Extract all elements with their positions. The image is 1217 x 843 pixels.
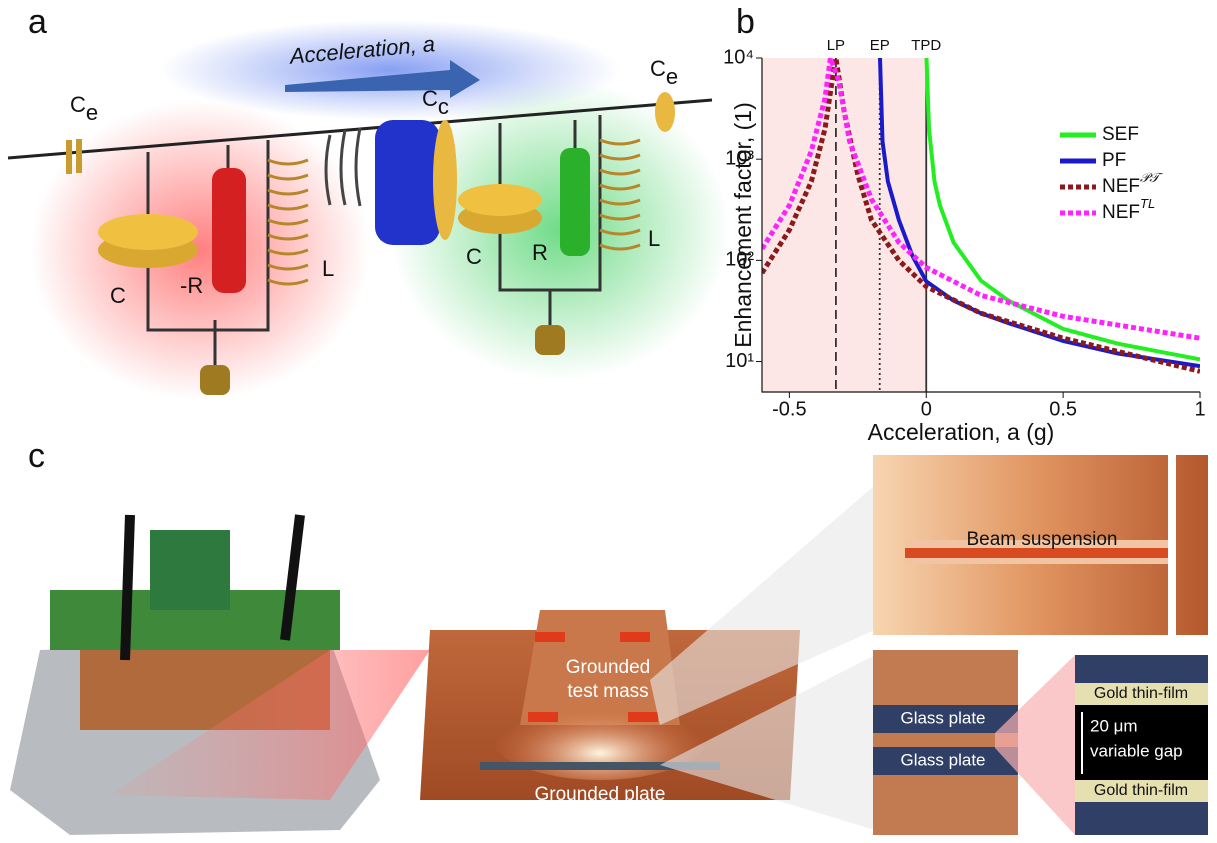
beam (628, 712, 658, 722)
device-label: Grounded plate (535, 784, 666, 805)
legend-name: NEF (1102, 202, 1140, 223)
capacitor-label: Ce (70, 92, 98, 125)
beam (528, 712, 558, 722)
y-tick-label: 10⁴ (723, 46, 754, 68)
component-label: C (466, 244, 482, 269)
inset-label: variable gap (1090, 741, 1183, 760)
plate (433, 120, 457, 240)
plate (98, 214, 198, 250)
capacitor (66, 140, 72, 174)
ground (535, 325, 565, 355)
inset-label: 20 μm (1090, 716, 1138, 735)
y-axis-label: Enhancement factor, (1) (730, 102, 756, 347)
ground (200, 365, 230, 395)
x-tick-label: 1 (1194, 398, 1205, 420)
resistor (212, 168, 246, 293)
label-sub: e (666, 64, 678, 89)
legend-name: NEF (1102, 176, 1140, 197)
photo-board (150, 530, 230, 610)
inset-label: Glass plate (900, 750, 985, 769)
panel-label: c (28, 437, 45, 475)
label-main: C (650, 56, 666, 81)
x-tick-label: 0.5 (1049, 398, 1077, 420)
plate (458, 184, 542, 216)
label-main: C (70, 92, 86, 117)
panel-label: a (28, 3, 47, 41)
vline-label: TPD (911, 37, 941, 54)
device-panel: c Grounded test mass Grounded plate Beam… (10, 437, 1208, 835)
beam (620, 632, 650, 642)
label-sub: c (438, 94, 449, 119)
label-sub: e (86, 100, 98, 125)
inset-label: Glass plate (900, 708, 985, 727)
inset-label: Gold thin-film (1094, 782, 1188, 799)
resistor (560, 148, 590, 256)
legend-label: SEF (1102, 124, 1139, 145)
capacitor (655, 92, 675, 132)
figure: a Acceleration, a Ce Ce Cc C -R L C R L … (0, 0, 1217, 843)
component-label: C (110, 283, 126, 308)
vline-label: LP (827, 37, 845, 54)
vline-label: EP (870, 37, 890, 54)
component-label: L (322, 256, 334, 281)
device-label: test mass (567, 681, 648, 702)
panel-label: b (736, 3, 755, 41)
legend-label: NEFTL (1102, 196, 1155, 223)
x-axis-label: Acceleration, a (g) (868, 419, 1055, 445)
gap (1168, 455, 1176, 635)
capacitor (76, 139, 82, 173)
circuit-panel: a Acceleration, a Ce Ce Cc C -R L C R L (8, 3, 730, 400)
legend-superscript: TL (1140, 196, 1155, 211)
component-label: R (532, 240, 548, 265)
legend-label: NEF𝒫𝒯 (1102, 170, 1163, 197)
legend-name: PF (1102, 150, 1126, 171)
y-tick-label: 10¹ (725, 350, 754, 372)
capacitor-label: Ce (650, 56, 678, 89)
component-label: L (648, 226, 660, 251)
device-label: Grounded (566, 657, 651, 678)
component-label: -R (180, 273, 203, 298)
label-main: C (422, 86, 438, 111)
beam (535, 632, 565, 642)
legend-label: PF (1102, 150, 1126, 171)
inset-label: Beam suspension (966, 529, 1117, 550)
coupling-capacitor (375, 120, 440, 245)
legend-name: SEF (1102, 124, 1139, 145)
legend-superscript: 𝒫𝒯 (1140, 170, 1163, 185)
x-tick-label: 0 (921, 398, 932, 420)
x-tick-label: -0.5 (772, 398, 806, 420)
inset-label: Gold thin-film (1094, 685, 1188, 702)
